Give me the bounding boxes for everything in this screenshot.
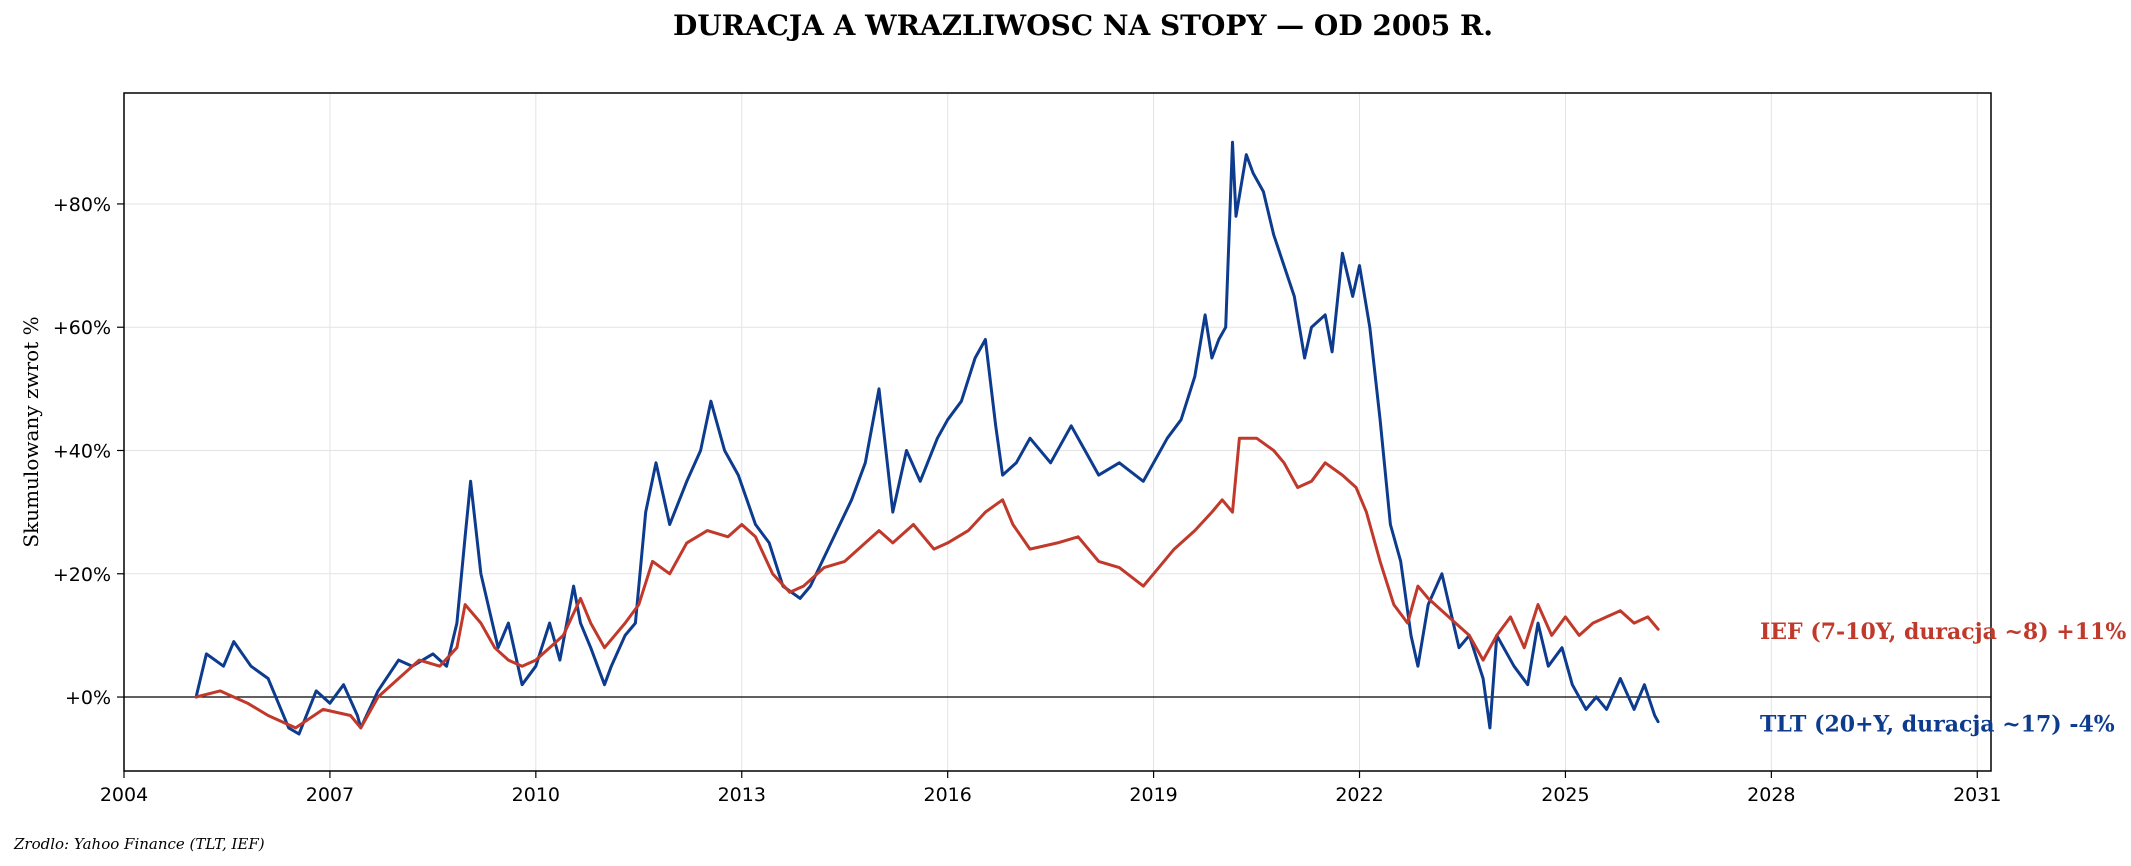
y-axis: +0% +20% +40% +60% +80% (53, 194, 124, 709)
y-tick-label: +60% (53, 317, 111, 339)
end-label-ief: IEF (7-10Y, duracja ~8) +11% (1760, 619, 2126, 645)
series-line-tlt (194, 140, 1660, 736)
x-tick-label: 2025 (1541, 784, 1589, 806)
x-tick-label: 2019 (1129, 784, 1177, 806)
x-tick-label: 2016 (923, 784, 971, 806)
plot-frame (123, 92, 1992, 772)
x-tick-label: 2007 (306, 784, 354, 806)
y-axis-label: Skumulowany zwrot % (19, 316, 43, 547)
series-layer (194, 140, 1660, 736)
x-tick-label: 2004 (100, 784, 148, 806)
x-tick-label: 2031 (1953, 784, 2001, 806)
source-note: Zrodlo: Yahoo Finance (TLT, IEF) (13, 835, 265, 853)
end-labels: TLT (20+Y, duracja ~17) -4% IEF (7-10Y, d… (1760, 619, 2126, 737)
x-tick-label: 2028 (1747, 784, 1795, 806)
grid (123, 93, 1991, 771)
x-tick-label: 2013 (718, 784, 766, 806)
y-tick-label: +0% (65, 687, 111, 709)
x-tick-label: 2022 (1335, 784, 1383, 806)
y-tick-label: +40% (53, 440, 111, 462)
chart-title: DURACJA A WRAZLIWOSC NA STOPY — OD 2005 … (673, 9, 1493, 42)
x-tick-label: 2010 (512, 784, 560, 806)
y-tick-label: +20% (53, 564, 111, 586)
series-line-ief (194, 436, 1660, 730)
y-tick-label: +80% (53, 194, 111, 216)
end-label-tlt: TLT (20+Y, duracja ~17) -4% (1760, 712, 2115, 738)
x-axis: 2004 2007 2010 2013 2016 2019 2022 2025 2028 2031 (100, 771, 2001, 806)
